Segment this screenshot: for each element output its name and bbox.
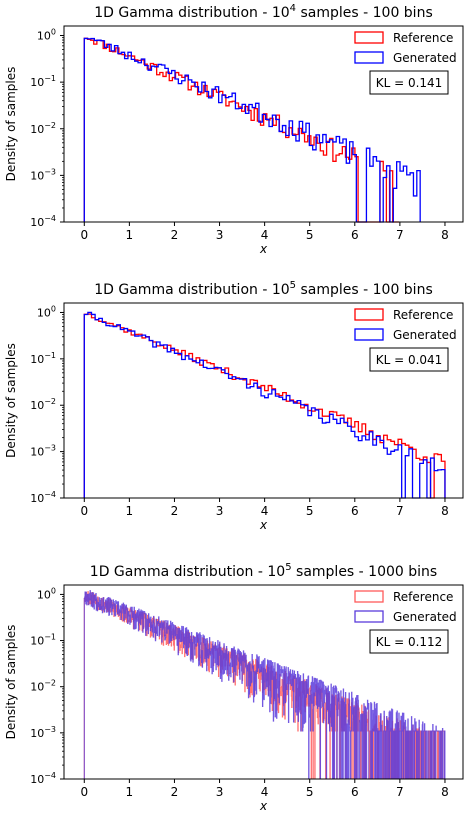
x-tick-label-2: 2 (171, 785, 179, 799)
x-tick-label-1: 1 (126, 228, 134, 242)
x-axis-label: x (259, 242, 268, 256)
legend: Reference Generated (354, 31, 457, 65)
y-tick-label-4: 100 (37, 28, 56, 43)
kl-box (369, 629, 449, 654)
x-tick-label-0: 0 (80, 228, 88, 242)
legend-label-generated: Generated (393, 51, 457, 65)
x-tick-label-5: 5 (306, 228, 314, 242)
series-reference (83, 37, 399, 223)
chart-title: 1D Gamma distribution - 105 samples - 10… (94, 280, 433, 298)
x-tick-label-3: 3 (216, 504, 224, 518)
series-generated (83, 37, 421, 223)
kl-text: KL = 0.112 (376, 635, 443, 649)
x-tick-label-1: 1 (126, 785, 134, 799)
x-axis-label: x (259, 518, 268, 532)
y-tick-label-3: 10−1 (30, 633, 56, 648)
chart-panel-1: 1D Gamma distribution - 104 samples - 10… (4, 3, 464, 256)
legend-swatch-generated (354, 610, 384, 623)
y-tick-label-0: 10−4 (30, 490, 56, 505)
chart-title: 1D Gamma distribution - 104 samples - 10… (94, 3, 433, 21)
y-tick-label-1: 10−3 (30, 167, 56, 182)
x-tick-label-5: 5 (306, 504, 314, 518)
x-tick-label-7: 7 (396, 504, 404, 518)
kl-text: KL = 0.141 (376, 76, 443, 90)
x-tick-label-3: 3 (216, 785, 224, 799)
y-tick-label-4: 100 (37, 586, 56, 601)
axes-frame (63, 584, 464, 780)
x-tick-label-4: 4 (261, 228, 269, 242)
x-tick-label-4: 4 (261, 785, 269, 799)
x-axis-label: x (259, 799, 268, 813)
y-axis-label: Density of samples (4, 625, 18, 740)
y-tick-label-0: 10−4 (30, 771, 56, 786)
kl-text: KL = 0.041 (376, 353, 443, 367)
x-tick-label-1: 1 (126, 504, 134, 518)
x-tick-label-4: 4 (261, 504, 269, 518)
y-tick-label-4: 100 (37, 304, 56, 319)
chart-panel-2: 1D Gamma distribution - 105 samples - 10… (4, 280, 464, 532)
y-tick-label-1: 10−3 (30, 725, 56, 740)
x-tick-label-0: 0 (80, 785, 88, 799)
y-tick-label-2: 10−2 (30, 121, 56, 136)
legend: Reference Generated (354, 590, 457, 624)
y-tick-label-1: 10−3 (30, 444, 56, 459)
legend-swatch-reference (354, 308, 384, 321)
x-tick-label-0: 0 (80, 504, 88, 518)
y-tick-label-3: 10−1 (30, 74, 56, 89)
y-tick-label-2: 10−2 (30, 679, 56, 694)
legend-label-generated: Generated (393, 328, 457, 342)
kl-annotation: KL = 0.041 (369, 347, 449, 372)
legend-swatch-generated (354, 328, 384, 341)
legend-label-reference: Reference (393, 31, 453, 45)
x-tick-label-8: 8 (441, 785, 449, 799)
x-tick-label-7: 7 (396, 785, 404, 799)
x-tick-label-8: 8 (441, 228, 449, 242)
x-tick-label-3: 3 (216, 228, 224, 242)
chart-title: 1D Gamma distribution - 105 samples - 10… (90, 562, 437, 580)
kl-box (369, 70, 449, 95)
legend-swatch-generated (354, 51, 384, 64)
x-tick-label-5: 5 (306, 785, 314, 799)
x-tick-label-2: 2 (171, 228, 179, 242)
axes-frame (63, 25, 464, 223)
legend-label-generated: Generated (393, 610, 457, 624)
legend-swatch-reference (354, 31, 384, 44)
y-axis-label: Density of samples (4, 67, 18, 182)
series-reference (83, 313, 446, 499)
y-tick-label-3: 10−1 (30, 351, 56, 366)
x-tick-label-6: 6 (351, 228, 359, 242)
series-generated (83, 311, 446, 499)
legend-label-reference: Reference (393, 308, 453, 322)
y-axis-label: Density of samples (4, 343, 18, 458)
x-tick-label-7: 7 (396, 228, 404, 242)
x-tick-label-8: 8 (441, 504, 449, 518)
legend: Reference Generated (354, 308, 457, 342)
chart-panel-3: 1D Gamma distribution - 105 samples - 10… (4, 562, 464, 813)
kl-box (369, 347, 449, 372)
kl-annotation: KL = 0.112 (369, 629, 449, 654)
series-generated (83, 590, 446, 780)
y-tick-label-2: 10−2 (30, 397, 56, 412)
legend-swatch-reference (354, 590, 384, 603)
x-tick-label-6: 6 (351, 785, 359, 799)
x-tick-label-6: 6 (351, 504, 359, 518)
kl-annotation: KL = 0.141 (369, 70, 449, 95)
legend-label-reference: Reference (393, 590, 453, 604)
axes-frame (63, 302, 464, 499)
y-tick-label-0: 10−4 (30, 214, 56, 229)
x-tick-label-2: 2 (171, 504, 179, 518)
